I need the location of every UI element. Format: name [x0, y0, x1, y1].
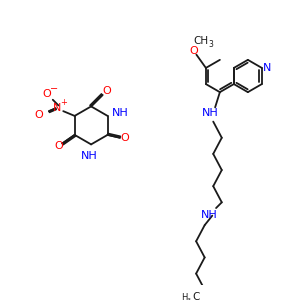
Text: O: O — [43, 89, 52, 99]
Text: NH: NH — [202, 108, 219, 118]
Text: H: H — [181, 293, 188, 300]
Text: 3: 3 — [187, 298, 190, 300]
Text: NH: NH — [201, 210, 218, 220]
Text: O: O — [120, 133, 129, 143]
Text: −: − — [50, 84, 58, 94]
Text: N: N — [262, 63, 271, 73]
Text: 3: 3 — [209, 40, 214, 49]
Text: O: O — [54, 141, 63, 151]
Text: NH: NH — [81, 151, 98, 161]
Text: NH: NH — [112, 108, 128, 118]
Text: C: C — [192, 292, 200, 300]
Text: O: O — [189, 46, 198, 56]
Text: +: + — [60, 98, 67, 107]
Text: O: O — [102, 86, 111, 96]
Text: CH: CH — [194, 36, 209, 46]
Text: O: O — [34, 110, 43, 120]
Text: N: N — [53, 103, 62, 113]
